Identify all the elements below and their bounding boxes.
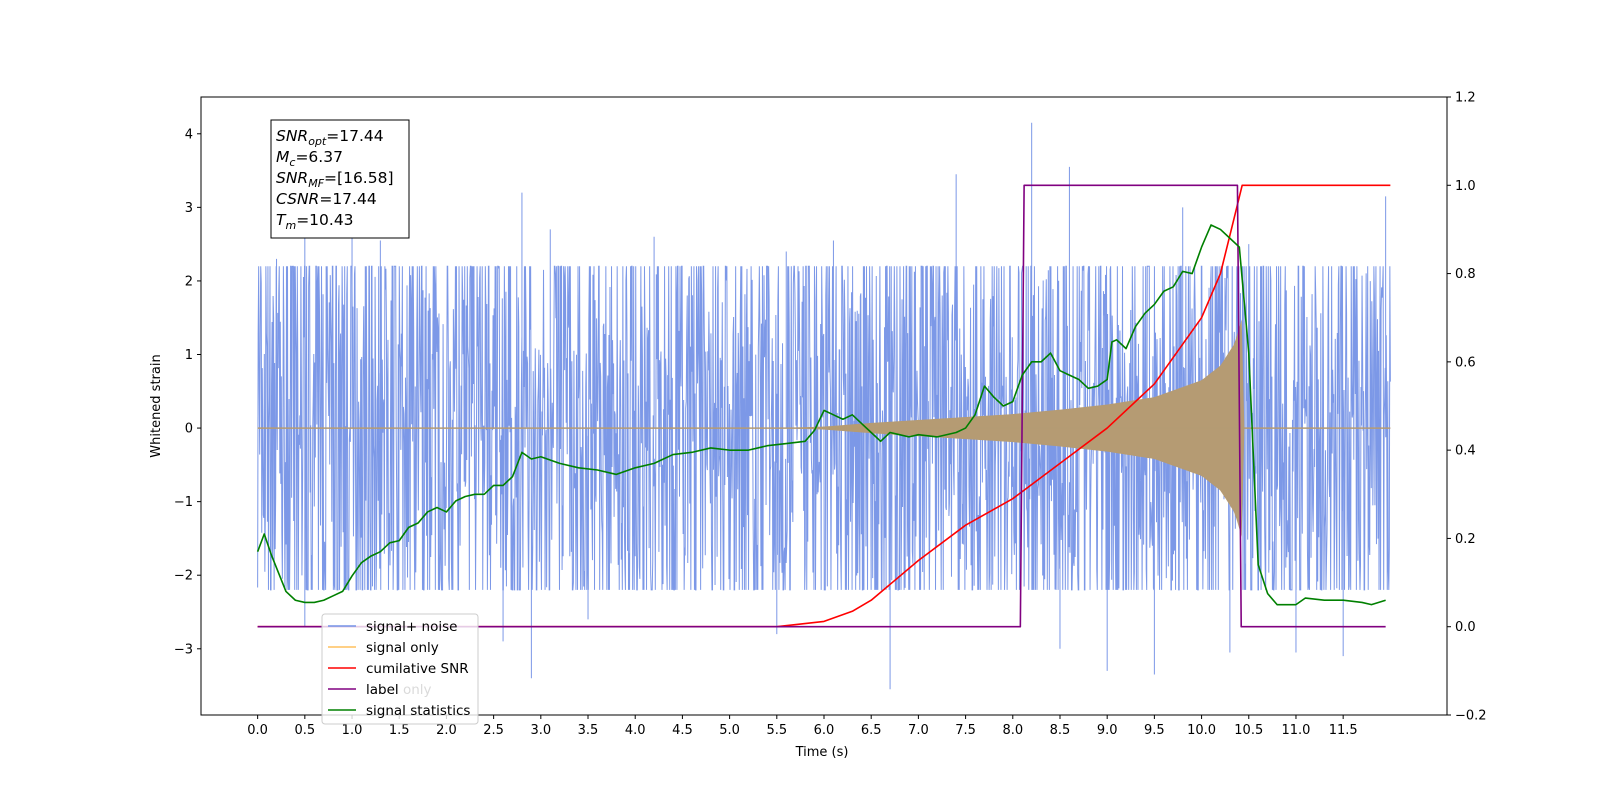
info-value: =17.44 [326,127,383,145]
info-value: =10.43 [296,211,353,229]
y-axis-label: Whitened strain [149,354,164,457]
info-subscript: MF [308,177,324,190]
series-signal-statistics [256,224,1386,606]
x-tick-label: 8.0 [1002,723,1023,738]
info-symbol: SNR [276,127,308,145]
info-box-line: SNRMF=[16.58] [276,169,394,190]
x-tick-label: 6.5 [861,723,882,738]
y-tick-label: −3 [174,642,193,657]
x-tick-label: 11.5 [1329,723,1358,738]
y-tick-label: 3 [185,201,193,216]
legend-ghost-text: label only [366,682,432,698]
info-box-line: Tm=10.43 [276,211,354,232]
y2-tick-label: 1.0 [1455,179,1476,194]
legend-label: signal+ noise [366,619,457,635]
info-box: SNRopt=17.44Mc=6.37SNRMF=[16.58]CSNR=17.… [270,119,410,239]
info-subscript: opt [308,135,327,148]
x-tick-label: 0.5 [294,723,315,738]
legend-label: signal statistics [366,703,470,719]
x-tick-label: 9.5 [1144,723,1165,738]
info-subscript: c [289,156,295,169]
y-tick-label: 2 [185,274,193,289]
y2-tick-label: 0.0 [1455,620,1476,635]
x-tick-label: 0.0 [247,723,268,738]
legend-frame [321,613,479,725]
y2-tick-label: 0.6 [1455,355,1476,370]
y2-tick-label: 0.4 [1455,444,1476,459]
x-axis-label: Time (s) [795,745,849,760]
info-box-line: SNRopt=17.44 [276,127,384,148]
info-symbol: CSNR [276,190,319,208]
y-tick-label: 0 [185,422,193,437]
legend-label: cumilative SNR [366,661,469,677]
x-tick-label: 11.0 [1281,723,1310,738]
x-tick-label: 5.0 [719,723,740,738]
series-cumulative-snr [257,184,1391,628]
legend-label: label [366,682,399,698]
x-tick-label: 2.0 [436,723,457,738]
y2-tick-label: 1.2 [1455,91,1476,106]
x-tick-label: 5.5 [766,723,787,738]
series-label [257,184,1386,628]
info-symbol: SNR [276,169,308,187]
x-tick-label: 6.0 [814,723,835,738]
x-tick-label: 2.5 [483,723,504,738]
y-tick-label: −2 [174,569,193,584]
info-box-frame [270,119,410,239]
y-tick-label: 4 [185,127,193,142]
x-tick-label: 8.5 [1050,723,1071,738]
info-box-line: Mc=6.37 [276,148,343,169]
x-tick-label: 1.0 [342,723,363,738]
legend: label only signal+ noise signal only cumila… [321,613,479,725]
x-tick-label: 7.5 [955,723,976,738]
x-tick-label: 4.5 [672,723,693,738]
legend-label: signal only [366,640,439,656]
info-symbol: M [276,148,289,166]
y-tick-label: −1 [174,495,193,510]
x-tick-label: 7.0 [908,723,929,738]
x-tick-label: 10.5 [1234,723,1263,738]
x-tick-label: 3.0 [530,723,551,738]
y2-tick-label: 0.8 [1455,267,1476,282]
y2-tick-label: 0.2 [1455,532,1476,547]
x-tick-label: 4.0 [625,723,646,738]
y-axis-ticks: −3 −2 −1 0 1 2 3 4 [174,127,201,657]
series-signal-noise [257,122,1391,690]
x-tick-label: 1.5 [389,723,410,738]
info-symbol: T [276,211,287,229]
y2-axis-ticks: −0.2 0.0 0.2 0.4 0.6 0.8 1.0 1.2 [1447,91,1487,724]
info-box-line: CSNR=17.44 [276,190,377,208]
x-tick-label: 10.0 [1187,723,1216,738]
y-tick-label: 1 [185,348,193,363]
y2-tick-label: −0.2 [1455,709,1487,724]
data-layer [256,122,1391,690]
info-value: =[16.58] [324,169,393,187]
x-tick-label: 3.5 [578,723,599,738]
info-subscript: m [285,219,296,232]
info-value: =6.37 [295,148,343,166]
x-tick-label: 9.0 [1097,723,1118,738]
info-value: =17.44 [319,190,376,208]
x-axis-ticks: 0.0 0.5 1.0 1.5 2.0 2.5 3.0 3.5 4.0 4.5 5.0 5.5 6.0 6… [247,715,1358,738]
